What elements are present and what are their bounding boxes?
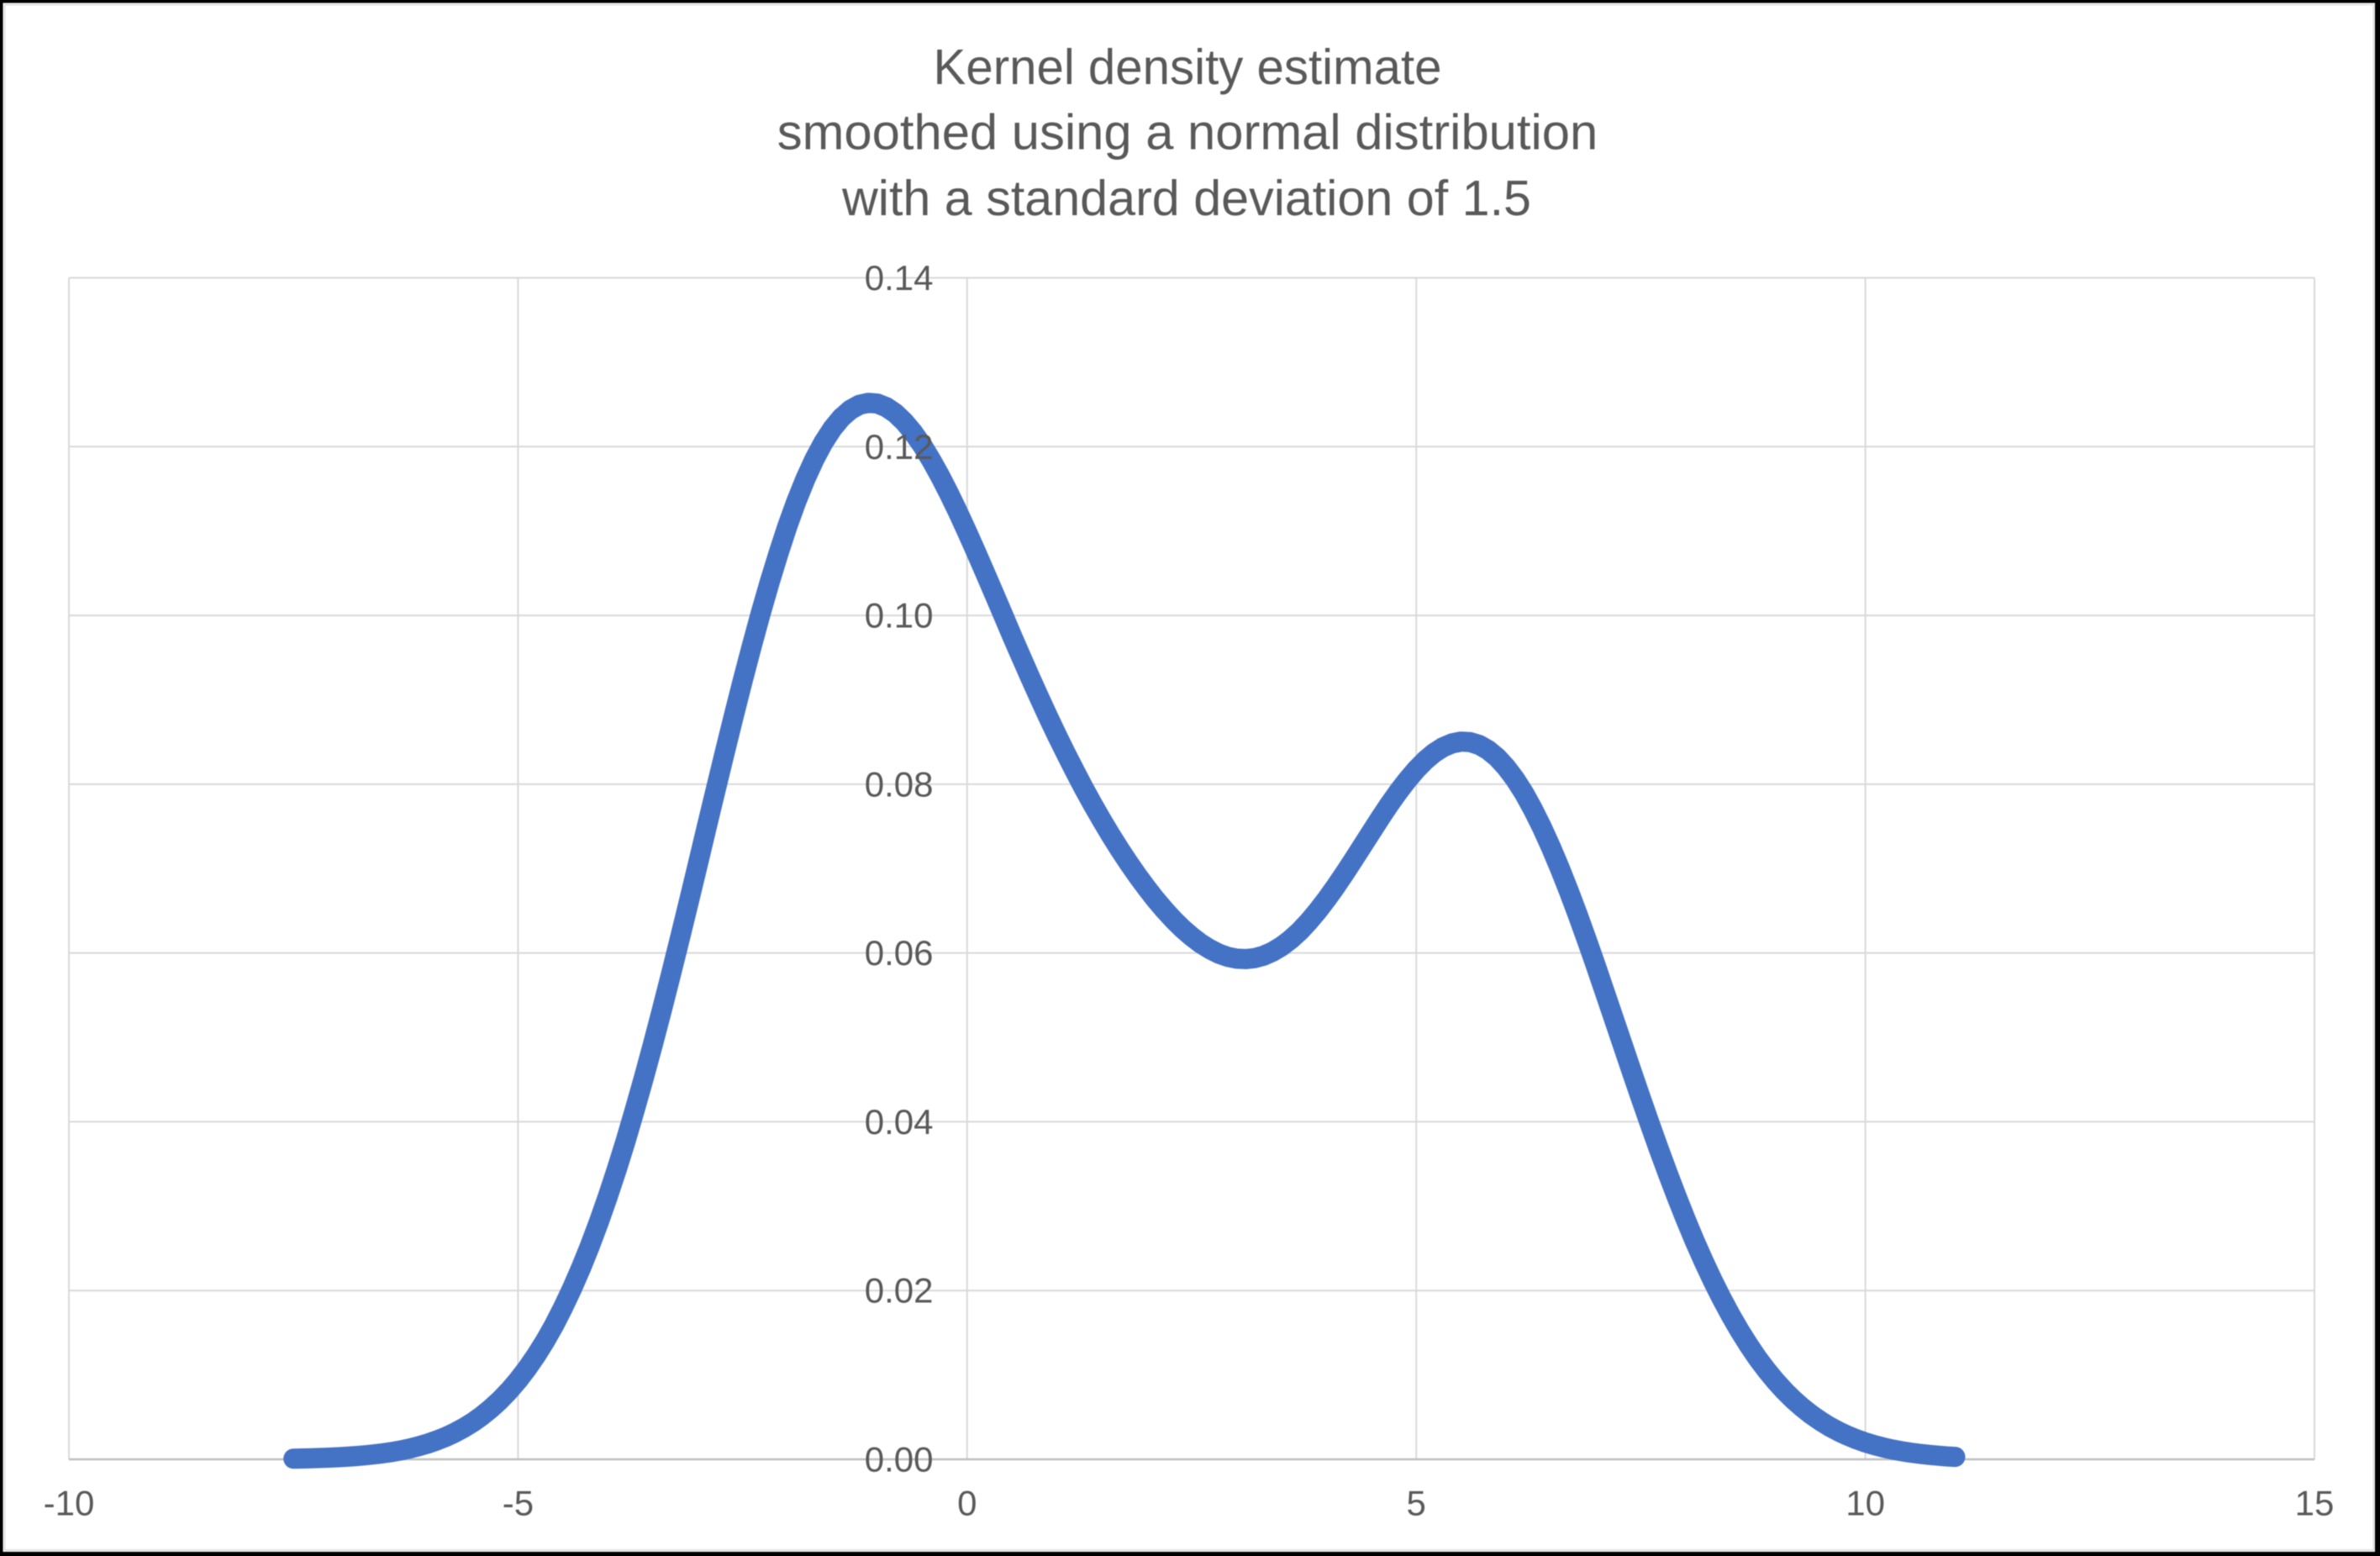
- svg-text:0.12: 0.12: [865, 427, 934, 467]
- svg-text:smoothed using a normal distri: smoothed using a normal distribution: [777, 105, 1598, 161]
- svg-text:Kernel density estimate: Kernel density estimate: [934, 40, 1442, 95]
- svg-text:0.02: 0.02: [865, 1271, 934, 1311]
- svg-text:-10: -10: [44, 1483, 95, 1522]
- svg-text:15: 15: [2295, 1483, 2335, 1522]
- svg-text:0.10: 0.10: [865, 596, 934, 636]
- svg-text:0.14: 0.14: [865, 258, 934, 298]
- svg-text:0.04: 0.04: [865, 1102, 934, 1142]
- svg-text:0.06: 0.06: [865, 933, 934, 973]
- svg-text:5: 5: [1407, 1483, 1426, 1522]
- svg-text:10: 10: [1846, 1483, 1885, 1522]
- svg-text:0: 0: [957, 1483, 977, 1522]
- svg-text:with a standard deviation of 1: with a standard deviation of 1.5: [841, 171, 1531, 226]
- svg-text:-5: -5: [503, 1483, 534, 1522]
- svg-text:0.00: 0.00: [865, 1440, 934, 1480]
- svg-text:0.08: 0.08: [865, 764, 934, 804]
